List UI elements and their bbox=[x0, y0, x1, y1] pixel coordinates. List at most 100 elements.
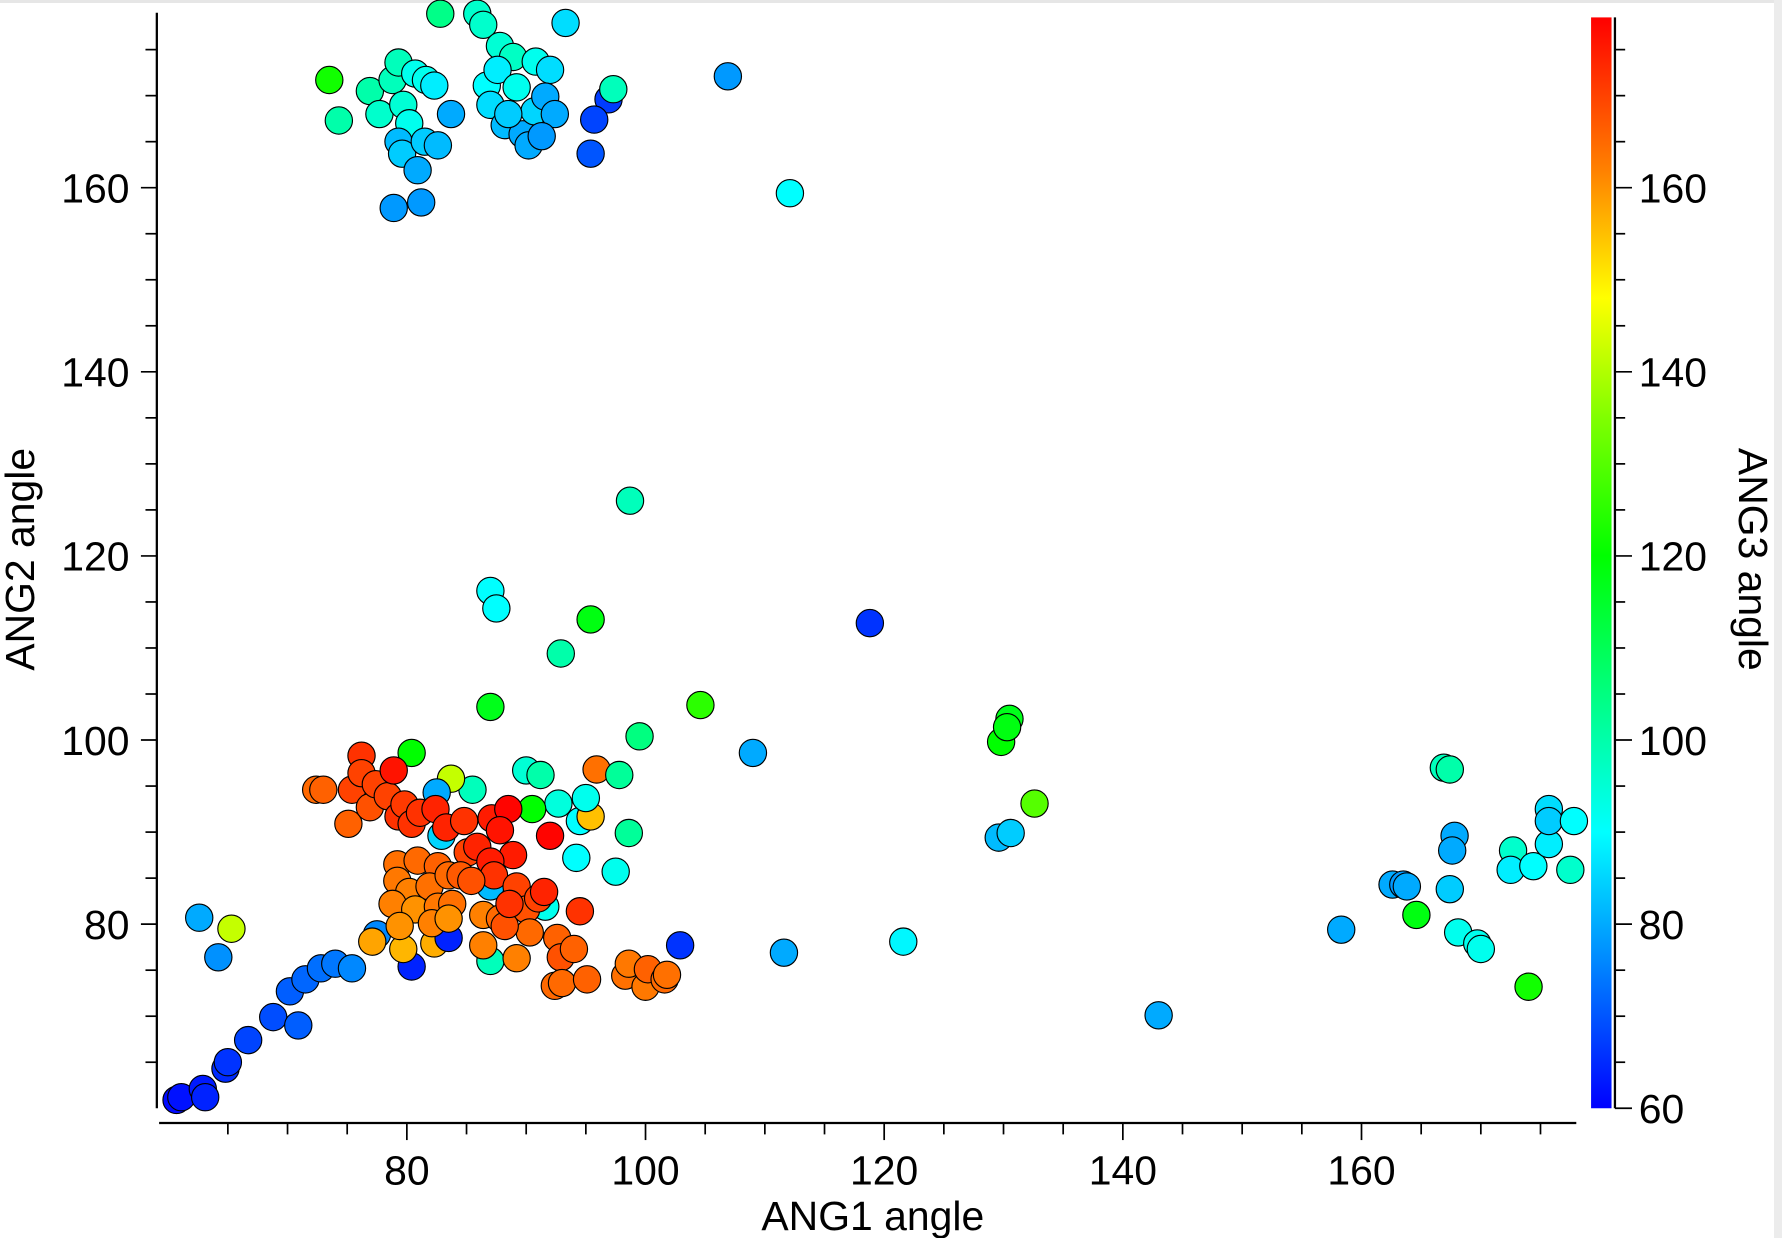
y-tick-label: 160 bbox=[61, 165, 129, 211]
data-point bbox=[713, 62, 743, 91]
data-point bbox=[571, 783, 601, 813]
data-point bbox=[625, 722, 654, 751]
data-point bbox=[406, 188, 436, 217]
axes-layer: 80 100 120 140 160 80 100 120 140 160 60 80 100 120 14… bbox=[61, 12, 1707, 1193]
data-point bbox=[1556, 855, 1585, 885]
data-point bbox=[565, 897, 595, 926]
data-point bbox=[559, 934, 589, 964]
y-tick-label: 80 bbox=[84, 902, 130, 948]
x-tick-label: 140 bbox=[1089, 1147, 1157, 1193]
data-point bbox=[1327, 915, 1356, 944]
data-point bbox=[434, 904, 463, 933]
data-point bbox=[572, 965, 602, 994]
y-tick-label: 100 bbox=[61, 718, 129, 764]
data-point bbox=[1144, 1001, 1173, 1030]
data-point bbox=[652, 960, 682, 989]
data-point bbox=[527, 121, 556, 151]
data-point bbox=[517, 794, 547, 824]
data-point bbox=[358, 927, 387, 956]
colorbar-tick-label: 80 bbox=[1639, 902, 1685, 948]
data-point bbox=[502, 943, 531, 973]
data-point bbox=[614, 818, 644, 848]
data-point bbox=[996, 818, 1025, 848]
data-point bbox=[562, 843, 591, 873]
data-point bbox=[379, 756, 408, 785]
data-point bbox=[1435, 874, 1465, 904]
x-tick-label: 120 bbox=[850, 1147, 918, 1193]
data-point bbox=[324, 106, 354, 135]
colorbar-label: ANG3 angle bbox=[1730, 448, 1776, 671]
data-point bbox=[259, 1002, 288, 1032]
data-point bbox=[546, 639, 576, 668]
data-point bbox=[1392, 872, 1422, 901]
x-axis-label: ANG1 angle bbox=[761, 1193, 984, 1238]
colorbar-tick-label: 160 bbox=[1639, 165, 1707, 211]
data-point bbox=[485, 816, 515, 845]
data-point bbox=[576, 605, 605, 634]
data-point bbox=[204, 943, 233, 972]
data-point bbox=[469, 10, 498, 39]
data-point bbox=[1435, 755, 1465, 784]
data-point bbox=[1020, 789, 1049, 818]
data-point bbox=[185, 903, 214, 932]
data-point bbox=[482, 594, 511, 623]
data-point bbox=[469, 931, 498, 960]
y-tick-label: 120 bbox=[61, 534, 129, 580]
x-tick-label: 100 bbox=[611, 1147, 679, 1193]
data-point bbox=[309, 775, 338, 804]
data-point bbox=[529, 877, 559, 907]
data-point bbox=[476, 692, 505, 722]
data-point bbox=[992, 712, 1022, 742]
colorbar-tick-label: 120 bbox=[1639, 534, 1707, 580]
data-point bbox=[494, 99, 523, 129]
data-point bbox=[436, 99, 466, 129]
data-point bbox=[601, 857, 630, 886]
colorbar bbox=[1591, 17, 1612, 1109]
data-point bbox=[889, 927, 918, 956]
data-point bbox=[1402, 900, 1431, 930]
data-point bbox=[334, 809, 363, 839]
data-point bbox=[420, 71, 449, 100]
data-point bbox=[544, 789, 573, 818]
x-tick-label: 160 bbox=[1327, 1147, 1395, 1193]
data-point bbox=[337, 954, 367, 983]
data-point bbox=[775, 179, 805, 208]
data-point bbox=[502, 73, 531, 102]
data-point bbox=[665, 931, 695, 960]
data-point bbox=[769, 938, 799, 967]
data-point bbox=[615, 486, 645, 515]
data-point bbox=[599, 75, 628, 104]
y-axis-label: ANG2 angle bbox=[0, 448, 43, 671]
data-point bbox=[403, 156, 432, 185]
data-point bbox=[397, 738, 426, 768]
data-point bbox=[540, 99, 570, 129]
data-point bbox=[526, 760, 555, 790]
data-point bbox=[547, 968, 577, 998]
data-point bbox=[535, 821, 565, 850]
data-point bbox=[1519, 851, 1548, 881]
data-point bbox=[1437, 836, 1467, 865]
data-point bbox=[426, 0, 455, 28]
data-point bbox=[580, 105, 609, 134]
data-point bbox=[365, 99, 394, 129]
data-point bbox=[284, 1011, 313, 1040]
points-layer bbox=[162, 0, 1589, 1115]
data-point bbox=[483, 55, 512, 85]
colorbar-tick-label: 100 bbox=[1639, 718, 1707, 764]
data-point bbox=[1514, 972, 1543, 1001]
data-point bbox=[738, 738, 768, 768]
data-point bbox=[213, 1048, 243, 1077]
data-point bbox=[315, 65, 344, 95]
data-point bbox=[1466, 934, 1496, 964]
y-tick-label: 140 bbox=[61, 350, 129, 396]
data-point bbox=[385, 911, 414, 941]
colorbar-tick-label: 60 bbox=[1639, 1086, 1685, 1132]
data-point bbox=[449, 806, 479, 836]
data-point bbox=[495, 889, 524, 919]
data-point bbox=[576, 139, 605, 168]
data-point bbox=[515, 918, 544, 947]
data-point bbox=[233, 1025, 263, 1055]
window-top-edge bbox=[0, 0, 1782, 3]
data-point bbox=[1559, 806, 1589, 836]
